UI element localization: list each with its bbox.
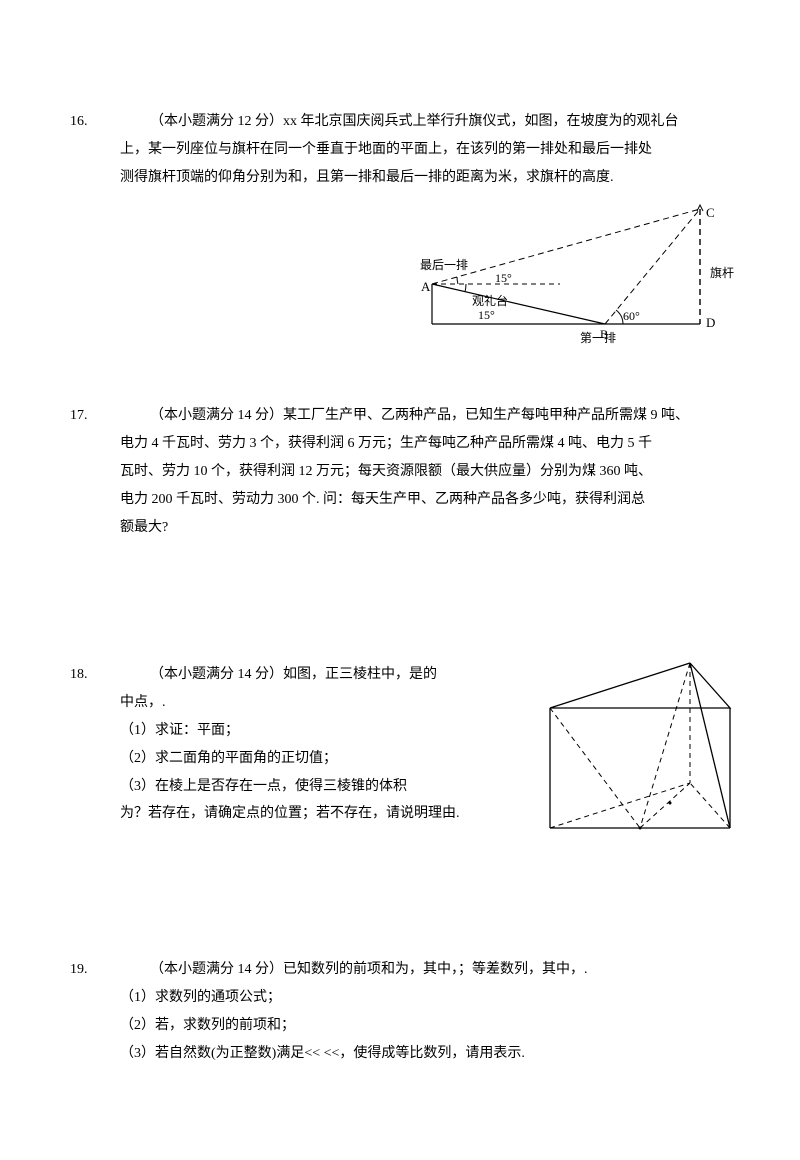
text-line: 电力 4 千瓦时、劳力 3 个，获得利润 6 万元；生产每吨乙种产品所需煤 4 … (120, 432, 710, 456)
text-line: （本小题满分 14 分）如图，正三棱柱中，是的 (120, 663, 530, 687)
label-A: A (421, 279, 431, 294)
text-line: 测得旗杆顶端的仰角分别为和，且第一排和最后一排的距离为米，求旗杆的高度. (120, 166, 710, 190)
text-line: 中点，. (120, 691, 530, 715)
text-line: （2）求二面角的平面角的正切值； (120, 747, 530, 771)
problem-body: （本小题满分 14 分）已知数列的前项和为，其中，；等差数列，其中，. （1）求… (110, 958, 710, 1069)
label-D: D (706, 315, 715, 330)
angle-60: 60° (623, 309, 640, 323)
problem-body: （本小题满分 12 分）xx 年北京国庆阅兵式上举行升旗仪式，如图，在坡度为的观… (110, 110, 710, 344)
text-line: 电力 200 千瓦时、劳动力 300 个. 问：每天生产甲、乙两种产品各多少吨，… (120, 488, 710, 512)
viewing-label: 观礼台 (472, 293, 508, 308)
text-line: 上，某一列座位与旗杆在同一个垂直于地面的平面上，在该列的第一排处和最后一排处 (120, 138, 710, 162)
problem-16: 16. （本小题满分 12 分）xx 年北京国庆阅兵式上举行升旗仪式，如图，在坡… (70, 110, 710, 344)
figure-16: C D A B 15° 15° 60° 最后一排 观礼台 第一排 旗杆 (410, 199, 740, 344)
text-line: 瓦时、劳力 10 个，获得利润 12 万元；每天资源限额（最大供应量）分别为煤 … (120, 460, 710, 484)
text-line: 为？若存在，请确定点的位置；若不存在，请说明理由. (120, 802, 530, 826)
text-line: （1）求证：平面； (120, 719, 530, 743)
problem-17: 17. （本小题满分 14 分）某工厂生产甲、乙两种产品，已知生产每吨甲种产品所… (70, 404, 710, 543)
figure-row: C D A B 15° 15° 60° 最后一排 观礼台 第一排 旗杆 (120, 195, 710, 344)
label-C: C (706, 205, 715, 220)
last-row-label: 最后一排 (420, 258, 468, 272)
problem-number: 17. (70, 404, 110, 543)
text-line: （本小题满分 14 分）某工厂生产甲、乙两种产品，已知生产每吨甲种产品所需煤 9… (120, 404, 710, 428)
problem-number: 19. (70, 958, 110, 1069)
problem-19: 19. （本小题满分 14 分）已知数列的前项和为，其中，；等差数列，其中，. … (70, 958, 710, 1069)
problem-body: （本小题满分 14 分）如图，正三棱柱中，是的 中点，. （1）求证：平面； （… (110, 663, 710, 843)
text-line: （3）若自然数(为正整数)满足<< <<，使得成等比数列，请用表示. (120, 1042, 710, 1066)
text-line: （2）若，求数列的前项和； (120, 1014, 710, 1038)
problem-number: 18. (70, 663, 110, 843)
angle-15a: 15° (495, 271, 512, 285)
text-line: （本小题满分 14 分）已知数列的前项和为，其中，；等差数列，其中，. (120, 958, 710, 982)
problem-body: （本小题满分 14 分）某工厂生产甲、乙两种产品，已知生产每吨甲种产品所需煤 9… (110, 404, 710, 543)
problem-text: （本小题满分 14 分）如图，正三棱柱中，是的 中点，. （1）求证：平面； （… (120, 663, 530, 843)
problem-number: 16. (70, 110, 110, 344)
figure-18 (540, 653, 740, 843)
text-line: （1）求数列的通项公式； (120, 986, 710, 1010)
angle-15b: 15° (478, 308, 495, 322)
text-line: （本小题满分 12 分）xx 年北京国庆阅兵式上举行升旗仪式，如图，在坡度为的观… (120, 110, 710, 134)
text-line: 额最大? (120, 516, 710, 540)
flagpole-label: 旗杆 (710, 265, 734, 280)
problem-18: 18. （本小题满分 14 分）如图，正三棱柱中，是的 中点，. （1）求证：平… (70, 663, 710, 843)
text-line: （3）在棱上是否存在一点，使得三棱锥的体积 (120, 775, 530, 799)
first-row-label: 第一排 (580, 331, 616, 344)
